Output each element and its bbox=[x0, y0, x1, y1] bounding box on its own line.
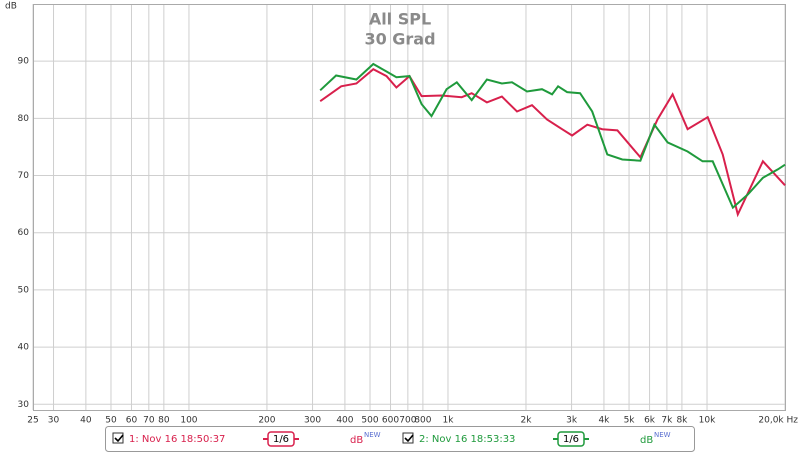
x-tick-label: 7k bbox=[661, 416, 673, 426]
y-tick-label: 30 bbox=[18, 400, 30, 410]
y-axis-label: dB bbox=[5, 2, 17, 12]
x-tick-label: 5k bbox=[624, 416, 636, 426]
legend-items: 1: Nov 16 18:50:37 1/6 dB NEW 2: Nov 16 18:5… bbox=[112, 431, 671, 447]
x-tick-label: 700 bbox=[399, 416, 416, 426]
chart-title: All SPL bbox=[369, 10, 431, 29]
x-tick-label: 30 bbox=[48, 416, 60, 426]
x-tick-label: 4k bbox=[598, 416, 610, 426]
x-tick-label: 70 bbox=[143, 416, 155, 426]
x-tick-label: 800 bbox=[414, 416, 431, 426]
x-tick-label: 80 bbox=[158, 416, 170, 426]
x-tick-label: 100 bbox=[180, 416, 197, 426]
checkmark bbox=[404, 434, 414, 443]
series-line bbox=[319, 62, 786, 210]
smoothing-badge bbox=[267, 431, 295, 447]
x-tick-label: 200 bbox=[258, 416, 275, 426]
y-tick-label: 50 bbox=[18, 285, 30, 295]
smoothing-badge bbox=[557, 431, 585, 447]
x-tick-label: 25 bbox=[27, 416, 38, 426]
x-tick-label: 3k bbox=[566, 416, 578, 426]
plot-frame bbox=[33, 4, 786, 411]
legend bbox=[105, 426, 695, 452]
x-tick-label: 6k bbox=[644, 416, 656, 426]
x-tick-label: 20,0k Hz bbox=[758, 416, 798, 426]
legend-badge: NEW bbox=[364, 431, 381, 439]
legend-unit: dB bbox=[640, 435, 653, 446]
y-tick-label: 70 bbox=[18, 171, 30, 181]
x-tick-label: 1k bbox=[443, 416, 455, 426]
smoothing-label: 1/6 bbox=[273, 434, 289, 445]
x-tick-label: 60 bbox=[126, 416, 138, 426]
legend-unit: dB bbox=[350, 435, 363, 446]
x-tick-label: 400 bbox=[336, 416, 353, 426]
x-tick-label: 2k bbox=[520, 416, 532, 426]
checkmark bbox=[114, 434, 124, 443]
y-tick-label: 90 bbox=[18, 57, 30, 67]
x-tick-label: 300 bbox=[304, 416, 321, 426]
y-tick-label: 40 bbox=[18, 343, 30, 353]
legend-label: 2: Nov 16 18:53:33 bbox=[419, 434, 515, 445]
legend-badge: NEW bbox=[654, 431, 671, 439]
y-tick-label: 60 bbox=[18, 228, 30, 238]
legend-label: 1: Nov 16 18:50:37 bbox=[129, 434, 225, 445]
x-tick-label: 40 bbox=[80, 416, 92, 426]
y-tick-label: 80 bbox=[18, 114, 30, 124]
chart-subtitle: 30 Grad bbox=[364, 30, 435, 49]
series-line bbox=[319, 68, 786, 218]
legend-checkbox[interactable] bbox=[402, 432, 414, 444]
x-tick-label: 50 bbox=[105, 416, 117, 426]
smoothing-label: 1/6 bbox=[563, 434, 579, 445]
x-tick-label: 500 bbox=[361, 416, 378, 426]
x-tick-label: 8k bbox=[676, 416, 688, 426]
x-tick-label: 600 bbox=[382, 416, 399, 426]
legend-checkbox[interactable] bbox=[112, 432, 124, 444]
x-tick-label: 10k bbox=[699, 416, 716, 426]
